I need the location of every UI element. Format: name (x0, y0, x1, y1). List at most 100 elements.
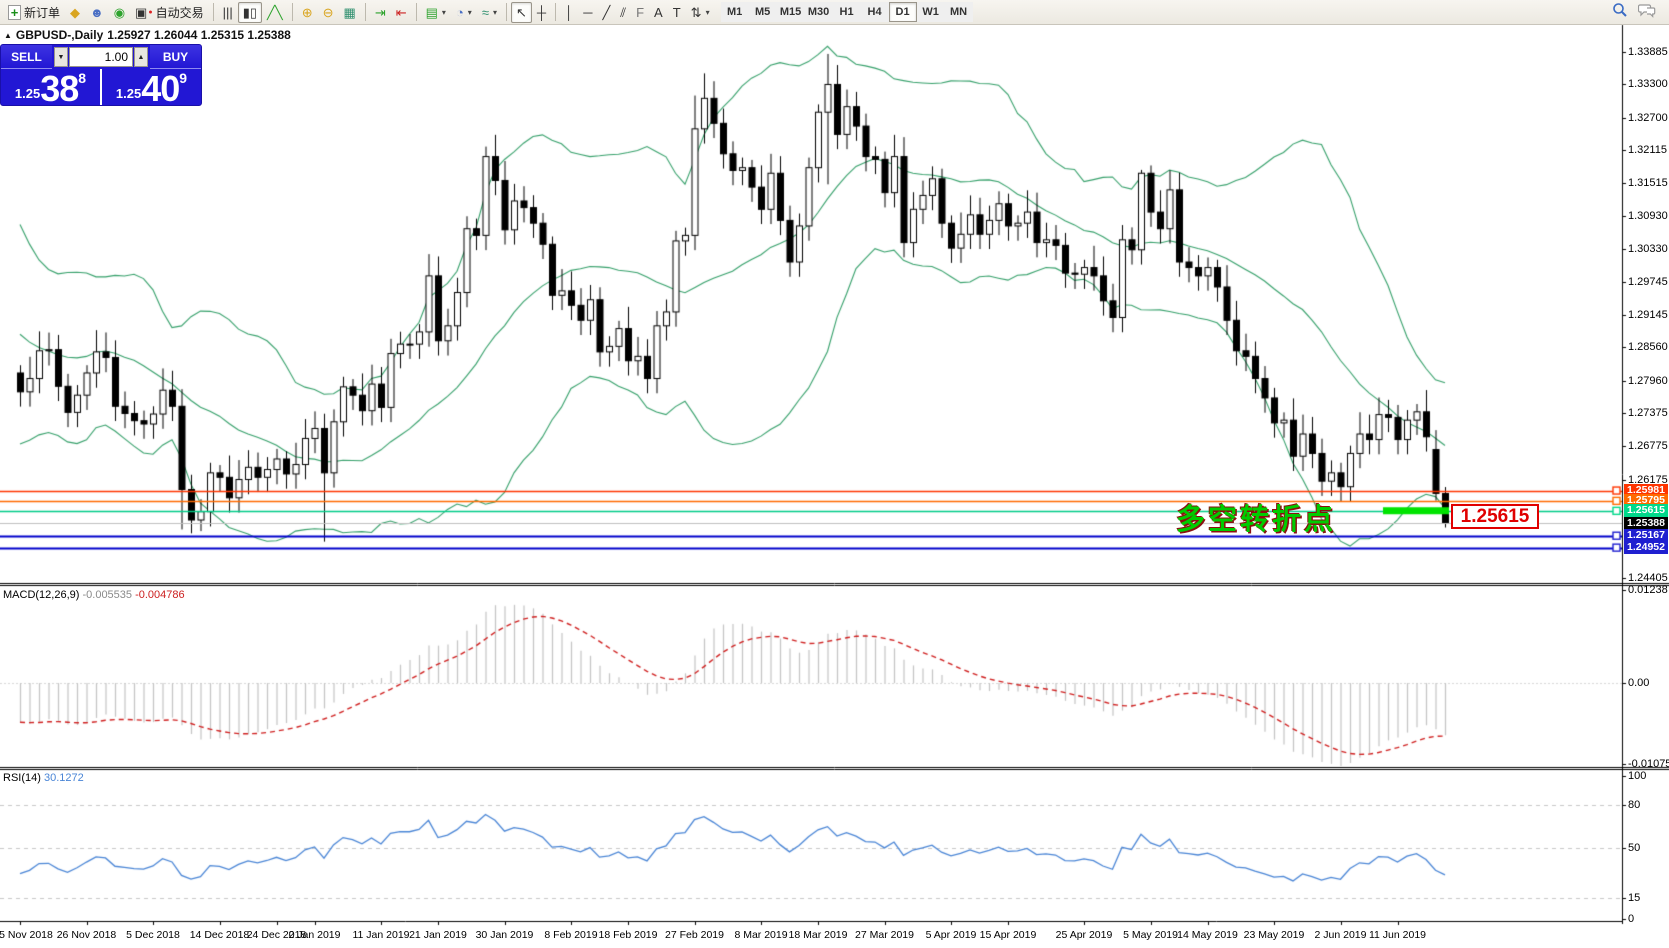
price-level-tag: 1.25167 (1624, 529, 1668, 543)
horizontal-line-tool[interactable]: ─ (578, 2, 597, 23)
horizontal-line-icon: ─ (583, 4, 593, 20)
macd-main-value: -0.005535 (82, 589, 133, 601)
trader-icon-button[interactable]: ☻ (85, 2, 109, 23)
text-label-tool[interactable]: T (668, 2, 686, 23)
timeframe-h1[interactable]: H1 (832, 2, 861, 22)
chevron-down-icon: ▾ (492, 7, 497, 17)
panel-divider (100, 69, 102, 105)
date-axis-label: 5 May 2019 (1123, 929, 1178, 941)
chart-ohlc-values: 1.25927 1.26044 1.25315 1.25388 (107, 28, 291, 42)
charts-icon-button[interactable]: ◆ (65, 2, 85, 23)
indicators-dropdown[interactable]: ≈ ▾ (477, 2, 502, 23)
volume-field[interactable]: 1.00 (69, 47, 133, 67)
macd-axis-tick: 0.01238 (1628, 584, 1668, 596)
sell-price[interactable]: 1.25 38 8 (1, 69, 100, 105)
trendline-tool[interactable]: ╱ (597, 2, 615, 23)
trendline-icon: ╱ (602, 4, 611, 20)
autotrading-button[interactable]: ▣ ● 自动交易 (130, 2, 209, 23)
toolbar-separator (555, 3, 557, 21)
timeframe-h4[interactable]: H4 (860, 2, 889, 22)
channel-tool[interactable]: ⫽ (615, 2, 631, 23)
charts-icon-icon: ◆ (70, 4, 81, 20)
new-order-button[interactable]: + 新订单 (3, 2, 65, 23)
candlestick-chart-button[interactable]: ▮▯ (237, 1, 263, 23)
fibonacci-icon: F (636, 4, 645, 20)
toolbar-separator (291, 3, 293, 21)
price-level-tag: 1.25981 (1624, 484, 1668, 498)
text-tool[interactable]: A (649, 2, 668, 23)
fibonacci-tool[interactable]: F (631, 2, 649, 23)
panel-splitter[interactable] (0, 766, 1669, 771)
vertical-line-tool[interactable]: │ (560, 2, 578, 23)
line-chart-button[interactable]: ╱╲ (262, 2, 288, 23)
zoom-in-icon: ⊕ (301, 4, 313, 20)
bars-chart-button[interactable]: ||| (218, 2, 238, 23)
chart-annotation-text: 多空转折点 (1176, 504, 1337, 536)
toolbar-separator (212, 3, 214, 21)
chart-shift-icon: ⇤ (395, 4, 407, 20)
chat-icon[interactable] (1637, 2, 1656, 23)
zoom-in-button[interactable]: ⊕ (297, 2, 318, 23)
price-axis-tick: 1.32700 (1628, 111, 1668, 124)
timeframe-m1[interactable]: M1 (720, 2, 749, 22)
vertical-line-icon: │ (565, 4, 574, 20)
signals-icon-button[interactable]: ◉ (109, 2, 130, 23)
timeframe-d1[interactable]: D1 (888, 2, 917, 22)
toolbar-right (1612, 2, 1666, 23)
price-axis-tick: 1.28560 (1628, 341, 1668, 354)
date-axis-label: 25 Apr 2019 (1055, 929, 1113, 941)
crosshair-tool-button[interactable]: ┼ (532, 2, 551, 23)
timeframe-m15[interactable]: M15 (776, 2, 805, 22)
auto-scroll-button[interactable]: ⇥ (370, 2, 391, 23)
tile-windows-button[interactable]: ▦ (339, 2, 361, 23)
bars-chart-icon: ||| (222, 4, 233, 20)
chevron-down-icon: ▾ (467, 7, 472, 17)
timeframe-bar: M1 M5 M15 M30 H1 H4 D1 W1 MN (720, 2, 973, 22)
volume-down-button[interactable]: ▼ (54, 47, 68, 67)
date-axis-label: 11 Jan 2019 (352, 929, 410, 941)
date-axis-label: 30 Jan 2019 (475, 929, 534, 941)
date-axis-label: 15 Apr 2019 (979, 929, 1037, 941)
date-axis-label: 5 Nov 2018 (0, 929, 53, 941)
panel-splitter[interactable] (0, 582, 1669, 587)
price-axis-tick: 1.27375 (1628, 407, 1668, 420)
timeframe-w1[interactable]: W1 (916, 2, 945, 22)
timeframe-m5[interactable]: M5 (748, 2, 777, 22)
period-dropdown[interactable]: ◔ ▾ (451, 2, 477, 23)
zoom-out-button[interactable]: ⊖ (318, 2, 339, 23)
date-axis-label: 11 Jun 2019 (1368, 929, 1427, 941)
date-axis-label: 2 Jan 2019 (288, 929, 341, 941)
cursor-tool-button[interactable]: ↖ (510, 1, 532, 23)
macd-signal-value: -0.004786 (135, 589, 185, 601)
search-icon[interactable] (1612, 2, 1628, 23)
arrows-tool-dropdown[interactable]: ⇅ ▾ (686, 2, 715, 23)
chart-shift-button[interactable]: ⇤ (391, 2, 412, 23)
new-chart-dropdown[interactable]: ▤ ▾ (421, 2, 451, 23)
timeframe-m30[interactable]: M30 (804, 2, 833, 22)
timeframe-mn[interactable]: MN (944, 2, 973, 22)
price-axis-tick: 1.32115 (1628, 144, 1667, 157)
cursor-icon: ↖ (515, 4, 527, 20)
rsi-axis-tick: 15 (1628, 891, 1641, 904)
arrows-icon: ⇅ (690, 4, 702, 20)
candlestick-chart-icon: ▮▯ (242, 4, 258, 20)
buy-price[interactable]: 1.25 40 9 (102, 69, 201, 105)
price-level-tag: 1.24952 (1624, 541, 1668, 555)
buy-button[interactable]: BUY (150, 45, 201, 69)
price-axis-tick: 1.26775 (1628, 440, 1668, 453)
chart-marker-icon: ▲ (4, 30, 12, 40)
main-toolbar: + 新订单 ◆ ☻ ◉ ▣ ● 自动交易 ||| ▮▯ ╱╲ ⊕ ⊖ ▦ ⇥ ⇤ ▤ ▾ ◔ ▾ ≈ ▾ ↖ ┼ │ ─ ╱ ⫽ F A T… (0, 0, 1669, 25)
macd-axis-tick: 0.00 (1628, 677, 1650, 690)
price-axis-tick: 1.29745 (1628, 275, 1668, 288)
date-axis-label: 27 Mar 2019 (855, 929, 914, 941)
price-level-tag: 1.25615 (1624, 504, 1668, 518)
rsi-axis-tick: 80 (1628, 798, 1641, 811)
volume-up-button[interactable]: ▲ (134, 47, 148, 67)
price-axis-tick: 1.30930 (1628, 209, 1668, 222)
date-axis-label: 23 May 2019 (1243, 929, 1305, 941)
sell-button[interactable]: SELL (1, 45, 52, 69)
toolbar-separator (415, 3, 417, 21)
